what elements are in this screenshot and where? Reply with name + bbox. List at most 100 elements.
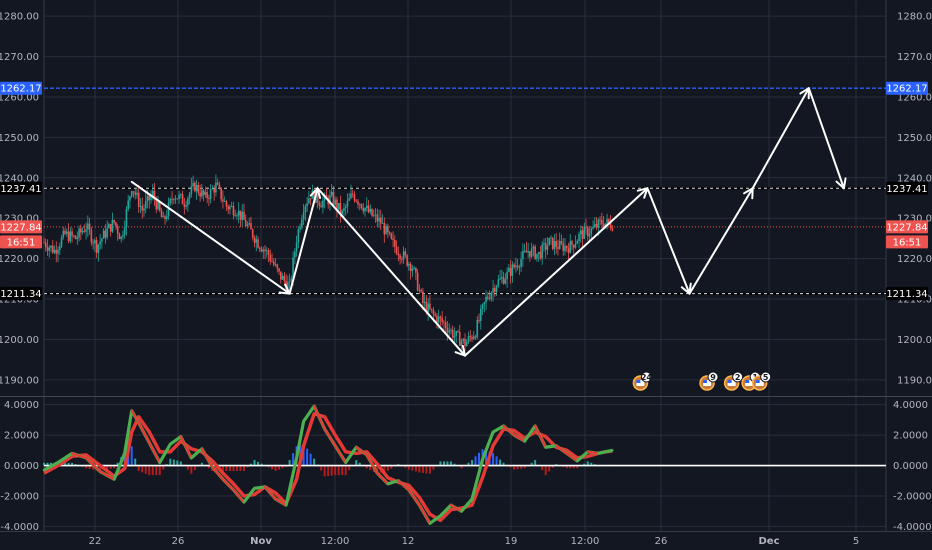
histogram-bar: [179, 461, 182, 466]
price-tag-background: [0, 287, 42, 301]
candle-body: [48, 247, 51, 251]
histogram-bar: [590, 462, 593, 466]
indicator-segment: [141, 428, 147, 438]
candle-body: [404, 251, 407, 256]
candle-body: [151, 190, 154, 196]
candle-body: [611, 228, 614, 231]
indicator-segment: [537, 431, 544, 442]
histogram-bar: [221, 465, 224, 472]
price-tag-label: 1211.34: [0, 289, 41, 300]
candle-body: [513, 264, 515, 268]
candle-body: [120, 236, 122, 240]
candle-body: [516, 265, 519, 268]
histogram-bar: [432, 465, 435, 470]
candle-body: [141, 206, 144, 211]
candle-body: [374, 214, 377, 216]
candle-body: [518, 266, 521, 268]
histogram-bar: [544, 465, 547, 476]
candle-body: [134, 192, 137, 195]
histogram-bar: [155, 465, 158, 476]
price-tick-label-right: 1220.00: [897, 254, 932, 265]
candle-body: [511, 264, 514, 276]
histogram-bar: [144, 465, 147, 474]
candle-body: [541, 244, 543, 259]
candle-body: [123, 227, 126, 235]
histogram-bar: [313, 458, 316, 466]
indicator-segment: [284, 488, 291, 507]
candle-body: [529, 251, 531, 257]
histogram-bar: [348, 465, 351, 471]
level-tag-left: 1227.84: [0, 220, 42, 234]
candle-body: [453, 335, 456, 338]
candle-body: [160, 210, 163, 218]
candle-body: [448, 330, 451, 333]
histogram-bar: [267, 465, 270, 468]
candle-body: [578, 234, 580, 242]
candle-body: [241, 211, 244, 220]
candle-body: [215, 182, 217, 193]
candle-body: [222, 199, 224, 202]
histogram-bar: [453, 463, 456, 466]
indicator-tick-label-right: 0.0000: [893, 461, 928, 472]
candle-body: [232, 206, 235, 216]
candle-body: [585, 226, 587, 228]
candle-body: [174, 198, 177, 200]
price-tick-label-left: 1230.00: [0, 214, 39, 225]
candle-body: [225, 201, 228, 207]
price-tag-label: 1237.41: [0, 184, 41, 195]
candle-body: [183, 204, 186, 207]
price-tag-label: 1237.41: [886, 184, 927, 195]
histogram-bar: [421, 465, 424, 473]
histogram-bar: [414, 465, 417, 472]
candle-body: [546, 245, 549, 250]
event-marker: 5: [751, 371, 772, 391]
price-tag-background: [0, 81, 42, 95]
candle-body: [534, 246, 536, 259]
candle-body: [244, 219, 247, 227]
candle-body: [490, 292, 493, 299]
price-tick-label-right: 1250.00: [897, 133, 932, 144]
histogram-bar: [151, 465, 154, 476]
histogram-bar: [534, 460, 537, 466]
candle-body: [129, 196, 131, 201]
histogram-bar: [137, 465, 140, 472]
us-flag-canton: [745, 380, 750, 383]
time-tick-label: 12:00: [571, 536, 600, 547]
histogram-bar: [358, 462, 361, 466]
candle-body: [229, 206, 231, 210]
candle-body: [555, 240, 558, 248]
candle-body: [451, 329, 454, 338]
candle-body: [264, 249, 266, 252]
candle-body: [157, 201, 159, 210]
candle-body: [127, 200, 129, 210]
candle-body: [583, 226, 586, 239]
histogram-bar: [341, 465, 344, 476]
indicator-segment: [470, 484, 477, 501]
candle-body: [144, 201, 147, 209]
candle-body: [306, 203, 308, 207]
histogram-bar: [404, 465, 407, 468]
price-tag-background: [0, 235, 42, 249]
indicator-segment: [607, 449, 614, 453]
candle-body: [130, 191, 133, 197]
histogram-bar: [551, 465, 554, 468]
us-flag-canton: [636, 380, 641, 383]
candle-body: [557, 247, 559, 249]
candle-body: [464, 338, 466, 347]
candle-body: [357, 201, 359, 205]
candle-body: [234, 215, 237, 217]
histogram-bar: [162, 465, 165, 470]
candle-body: [109, 224, 112, 232]
histogram-bar: [88, 465, 91, 469]
candle-body: [201, 190, 203, 197]
histogram-bar: [176, 460, 179, 466]
event-count-label: 2: [735, 373, 741, 382]
price-tag-background: [886, 287, 928, 301]
candle-body: [94, 240, 96, 244]
candle-body: [51, 245, 54, 253]
level-tag-left: 1262.17: [0, 81, 42, 95]
candle-body: [362, 208, 365, 212]
candle-body: [304, 206, 307, 213]
price-tag-label: 16:51: [893, 237, 922, 248]
projection-arrowhead: [835, 177, 847, 190]
